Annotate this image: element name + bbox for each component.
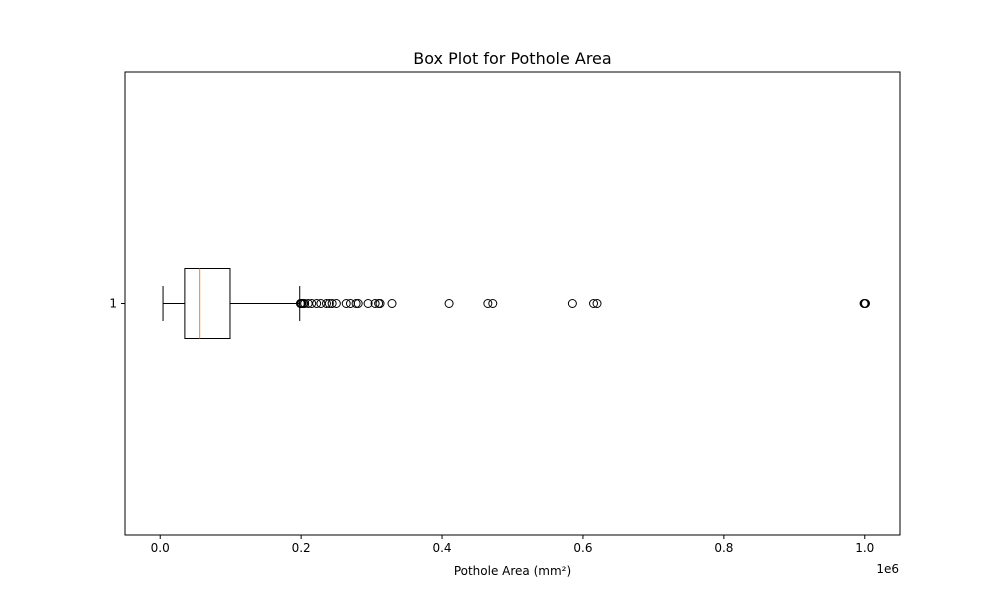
outlier-point xyxy=(363,299,373,308)
x-axis-offset-label: 1e6 xyxy=(876,562,899,576)
outlier-point xyxy=(322,299,331,308)
outlier-point xyxy=(375,299,385,308)
outlier-point xyxy=(324,299,334,308)
outlier-point xyxy=(370,299,380,308)
x-tick-label: 0.2 xyxy=(292,541,311,555)
x-tick-label: 0.8 xyxy=(714,541,733,555)
outlier-point xyxy=(351,299,361,308)
outlier-point xyxy=(444,299,454,308)
outlier-point xyxy=(300,299,310,308)
y-tick-label: 1 xyxy=(109,297,117,311)
outlier-point xyxy=(312,299,322,308)
x-axis-label: Pothole Area (mm²) xyxy=(454,564,571,578)
chart-title: Box Plot for Pothole Area xyxy=(413,49,611,68)
outlier-point xyxy=(860,299,870,308)
x-tick-label: 0.4 xyxy=(432,541,451,555)
x-axis: 0.0 0.2 0.4 0.6 0.8 1.0 xyxy=(151,535,874,555)
outlier-point xyxy=(567,299,577,308)
x-tick-label: 0.6 xyxy=(573,541,592,555)
outlier-point xyxy=(387,299,397,308)
outlier-point xyxy=(341,299,351,308)
box-iqr xyxy=(184,268,231,339)
x-tick-label: 0.0 xyxy=(151,541,170,555)
plot-area xyxy=(162,268,870,339)
outlier-point xyxy=(353,299,363,308)
outlier-point xyxy=(331,299,341,308)
outlier-point xyxy=(592,299,602,308)
outlier-point xyxy=(488,299,498,308)
x-tick-label: 1.0 xyxy=(855,541,874,555)
outlier-point xyxy=(483,299,493,308)
y-axis: 1 xyxy=(109,297,125,311)
outlier-point xyxy=(307,299,317,308)
outlier-point xyxy=(327,299,337,308)
outlier-point xyxy=(589,299,599,308)
